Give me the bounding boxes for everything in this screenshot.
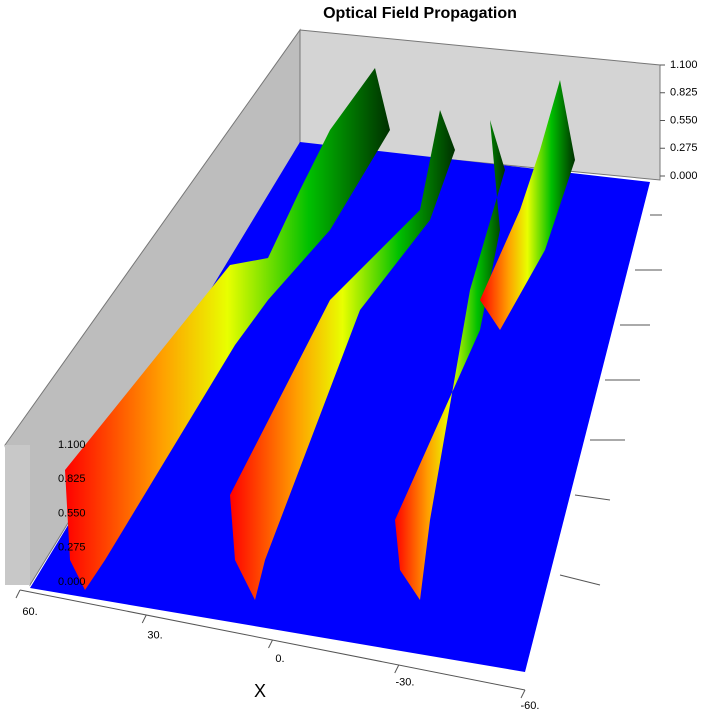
x-tick-label: -60. [521, 700, 540, 710]
x-axis-label: X [254, 681, 266, 701]
z-tick-label: 0.275 [58, 542, 86, 554]
x-tick [268, 639, 273, 649]
depth-tick [559, 574, 601, 586]
x-tick-label: 30. [147, 629, 162, 641]
surface-ridges [65, 68, 575, 600]
z-tick-label: 1.100 [58, 439, 86, 451]
chart-title: Optical Field Propagation [323, 5, 517, 22]
z-tick-label: 0.550 [58, 507, 86, 519]
ridge [230, 110, 455, 600]
x-tick-label: 60. [22, 606, 37, 618]
plot-box [4, 28, 662, 691]
z-tick-label: 0.825 [58, 473, 86, 485]
z-tick-label: 0.000 [58, 576, 86, 588]
x-tick [15, 589, 21, 599]
z-tick-label: 0.275 [670, 142, 698, 154]
depth-axis-ticks [559, 214, 662, 586]
z-tick-label: 1.100 [670, 59, 698, 71]
x-tick [394, 664, 400, 674]
x-tick-label: 0. [275, 653, 284, 665]
depth-tick [574, 494, 611, 501]
z-tick-label: 0.000 [670, 170, 698, 182]
x-tick [141, 614, 147, 624]
ridge [480, 80, 575, 330]
z-tick-label: 0.825 [670, 87, 698, 99]
front-wall [5, 445, 30, 585]
ridge [65, 68, 390, 590]
x-tick-label: -30. [396, 676, 415, 688]
z-tick-label: 0.550 [670, 114, 698, 126]
ridge [395, 120, 505, 600]
x-tick [520, 689, 526, 699]
